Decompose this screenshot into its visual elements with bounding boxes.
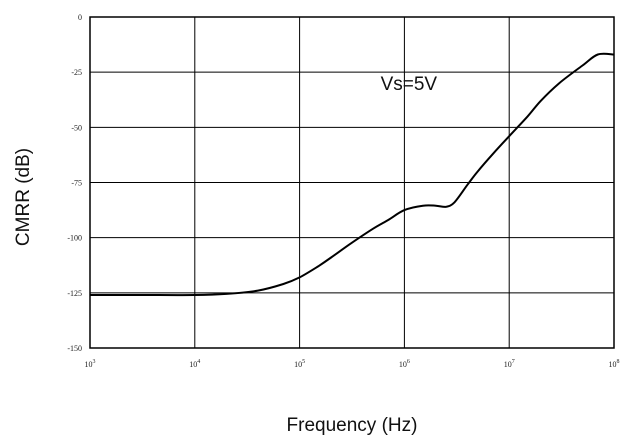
y-tick-label: -25 [71, 68, 82, 77]
x-tick-label: 107 [504, 359, 515, 369]
y-tick-label: -150 [67, 344, 82, 353]
plot-frame [89, 16, 615, 349]
x-axis-title: Frequency (Hz) [287, 415, 418, 436]
y-tick-label: -75 [71, 179, 82, 188]
y-tick-label: -125 [67, 289, 82, 298]
y-axis-title: CMRR (dB) [13, 148, 34, 246]
y-tick-label: 0 [78, 13, 82, 22]
cmrr-series-line [90, 52, 615, 297]
tick-labels: 103 104 105 106 107 108 0 -25 -50 -75 -100 -125 -150 [67, 13, 619, 369]
x-tick-label: 104 [189, 359, 200, 369]
x-tick-label: 106 [399, 359, 410, 369]
x-tick-label: 105 [294, 359, 305, 369]
y-tick-label: -50 [71, 123, 82, 132]
x-tick-label: 108 [609, 359, 620, 369]
supply-voltage-annotation: Vs=5V [381, 74, 438, 95]
gridlines [89, 16, 615, 349]
x-tick-label: 103 [85, 359, 96, 369]
y-tick-label: -100 [67, 234, 82, 243]
